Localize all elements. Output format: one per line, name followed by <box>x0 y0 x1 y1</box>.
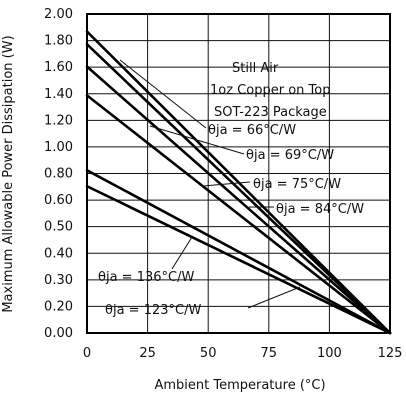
x-tick-label: 50 <box>200 346 217 361</box>
pointer-75 <box>202 181 251 187</box>
y-tick-label: 1.20 <box>44 113 73 128</box>
series-line-3 <box>85 94 392 335</box>
series-lines <box>85 30 392 335</box>
y-tick-label: 0.40 <box>44 246 73 261</box>
y-tick-label: 1.00 <box>44 140 73 155</box>
plot-border <box>86 13 391 334</box>
y-tick-label: 0.50 <box>44 220 73 235</box>
x-tick-label: 75 <box>261 346 278 361</box>
x-tick-label: 0 <box>83 346 91 361</box>
label-theta-69: θja = 69°C/W <box>246 148 334 163</box>
pointer-66 <box>119 59 207 129</box>
label-pointers <box>119 59 301 309</box>
label-theta-75: θja = 75°C/W <box>253 177 341 192</box>
y-tick-label: 1.80 <box>44 34 73 49</box>
series-line-5 <box>85 184 392 335</box>
label-theta-84: θja = 84°C/W <box>276 202 364 217</box>
y-tick-label: 0.30 <box>44 273 73 288</box>
note-still-air: Still Air <box>232 61 279 76</box>
y-tick-label: 0.80 <box>44 167 73 182</box>
y-tick-label: 2.00 <box>44 7 73 22</box>
series-line-1 <box>85 43 392 335</box>
y-tick-label: 0.60 <box>44 193 73 208</box>
pointer-69 <box>149 125 245 155</box>
series-line-2 <box>85 65 392 335</box>
label-theta-136: θja = 136°C/W <box>98 270 194 285</box>
pointer-136 <box>171 236 193 270</box>
tick-labels: 0.00 0.20 0.30 0.40 0.50 0.60 0.80 1.00 1.20 1.40… <box>44 7 402 361</box>
x-axis-title: Ambient Temperature (°C) <box>154 378 325 393</box>
x-tick-label: 100 <box>317 346 342 361</box>
x-tick-label: 125 <box>378 346 403 361</box>
y-tick-label: 1.60 <box>44 60 73 75</box>
y-tick-label: 0.20 <box>44 299 73 314</box>
y-tick-label: 1.40 <box>44 87 73 102</box>
note-package: SOT-223 Package <box>214 105 327 120</box>
plot-frame <box>86 13 391 334</box>
y-tick-label: 0.00 <box>44 326 73 341</box>
series-line-0 <box>85 30 392 335</box>
label-theta-66: θja = 66°C/W <box>208 123 296 138</box>
note-copper: 1oz Copper on Top <box>210 83 330 98</box>
x-tick-label: 25 <box>139 346 156 361</box>
series-line-4 <box>85 169 392 335</box>
pointer-123 <box>247 286 301 309</box>
y-axis-title: Maximum Allowable Power Dissipation (W) <box>1 35 16 312</box>
label-theta-123: θja = 123°C/W <box>105 303 201 318</box>
